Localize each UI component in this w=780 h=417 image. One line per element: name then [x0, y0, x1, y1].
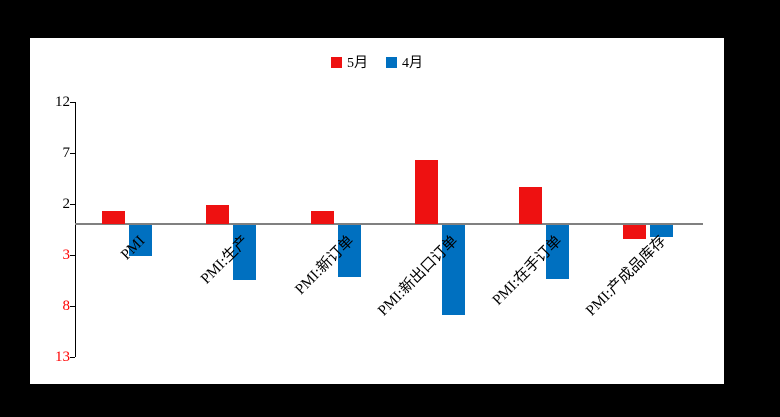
bar-4月-PMI:生产: [233, 225, 257, 281]
y-axis-tick-label: 13: [55, 348, 70, 365]
bar-4月-PMI: [129, 225, 153, 256]
y-axis-line: [75, 101, 76, 357]
bar-5月-PMI:新订单: [310, 210, 334, 224]
y-axis-tick-label: 7: [62, 144, 71, 161]
y-axis-tick-label: 3: [62, 246, 71, 263]
bar-4月-PMI:产成品库存: [650, 225, 674, 238]
chart-legend: 5月 4月: [30, 52, 724, 72]
bar-5月-PMI:在手订单: [518, 187, 542, 224]
bar-5月-PMI:产成品库存: [623, 225, 647, 240]
legend-item-5月: 5月: [331, 52, 368, 72]
y-axis-tick-mark: [70, 356, 75, 358]
y-axis-tick-label: 12: [55, 93, 70, 110]
y-axis-tick-mark: [70, 152, 75, 154]
bar-4月-PMI:在手订单: [545, 225, 569, 280]
y-axis-tick-label: 2: [62, 195, 71, 212]
legend-item-4月: 4月: [386, 52, 423, 72]
bar-5月-PMI: [102, 210, 126, 224]
x-axis-zero-line: [75, 223, 703, 225]
y-axis-tick-mark: [70, 101, 75, 103]
y-axis-tick-mark: [70, 254, 75, 256]
y-axis-tick-mark: [70, 203, 75, 205]
legend-label: 5月: [347, 56, 368, 71]
y-axis-tick-mark: [70, 305, 75, 307]
legend-swatch-icon: [386, 56, 397, 68]
y-axis-tick-label: 8: [62, 297, 71, 314]
bar-5月-PMI:生产: [206, 204, 230, 224]
bar-4月-PMI:新出口订单: [441, 225, 465, 315]
legend-swatch-icon: [331, 56, 342, 68]
plot-area: 12 7 2 3 8 13 PMI PMI:生产 PMI:新订单 PMI:新出口订单 PMI:在手订…: [30, 38, 724, 384]
bar-4月-PMI:新订单: [337, 225, 361, 278]
chart-area: 5月 4月 12 7 2 3 8 13 PMI PMI:生产 PMI:新订单 PMI:新出口订单 PM…: [30, 38, 724, 384]
legend-label: 4月: [402, 56, 423, 71]
bar-5月-PMI:新出口订单: [414, 159, 438, 224]
